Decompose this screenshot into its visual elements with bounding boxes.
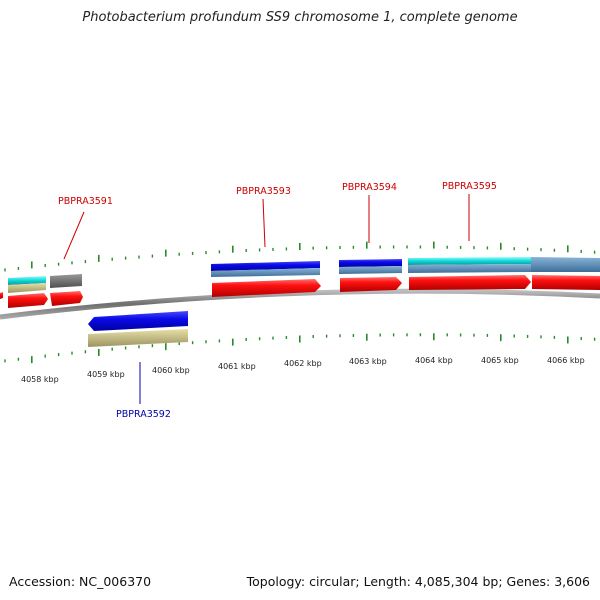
feature-bar[interactable] bbox=[339, 259, 402, 267]
scale-label: 4062 kbp bbox=[284, 359, 322, 368]
outer-tick-marks bbox=[4, 241, 596, 272]
inner-tick-marks bbox=[4, 333, 596, 364]
gene-callouts: PBPRA3591 PBPRA3592 PBPRA3593 PBPRA3594 … bbox=[58, 181, 497, 420]
gene-arrow-forward[interactable] bbox=[212, 279, 321, 297]
gene-label-pbpra3591[interactable]: PBPRA3591 bbox=[58, 196, 113, 207]
gene-label-pbpra3595[interactable]: PBPRA3595 bbox=[442, 181, 497, 192]
gene-arrow-forward[interactable] bbox=[532, 275, 600, 290]
forward-gene-arrows bbox=[0, 275, 600, 308]
scale-label: 4064 kbp bbox=[415, 356, 453, 365]
scale-label: 4060 kbp bbox=[152, 366, 190, 375]
feature-bar[interactable] bbox=[50, 274, 82, 288]
gene-arrow-forward[interactable] bbox=[0, 292, 3, 299]
gene-arrow-forward[interactable] bbox=[340, 277, 402, 292]
forward-feature-bars bbox=[8, 257, 600, 293]
gene-label-pbpra3594[interactable]: PBPRA3594 bbox=[342, 182, 397, 193]
scale-label: 4059 kbp bbox=[87, 370, 125, 379]
feature-bar[interactable] bbox=[408, 257, 531, 265]
chromosome-backbone bbox=[0, 288, 600, 320]
gene-label-pbpra3593[interactable]: PBPRA3593 bbox=[236, 186, 291, 197]
scale-label: 4061 kbp bbox=[218, 362, 256, 371]
feature-bar[interactable] bbox=[531, 257, 600, 272]
feature-bar[interactable] bbox=[211, 268, 320, 277]
callout-line bbox=[63, 211, 85, 260]
feature-bar[interactable] bbox=[8, 276, 46, 285]
callout-line bbox=[262, 198, 266, 248]
gene-label-pbpra3592[interactable]: PBPRA3592 bbox=[116, 409, 171, 420]
feature-bar[interactable] bbox=[8, 283, 46, 293]
gene-arrow-forward[interactable] bbox=[8, 293, 48, 308]
feature-bar[interactable] bbox=[339, 266, 402, 274]
scale-label: 4066 kbp bbox=[547, 356, 585, 365]
gene-arrow-reverse[interactable] bbox=[88, 311, 188, 331]
scale-label: 4065 kbp bbox=[481, 356, 519, 365]
reverse-feature-bars bbox=[88, 311, 188, 347]
scale-label: 4058 kbp bbox=[21, 375, 59, 384]
gene-arrow-forward[interactable] bbox=[409, 275, 531, 290]
scale-labels: 4058 kbp 4059 kbp 4060 kbp 4061 kbp 4062 kbp… bbox=[21, 356, 585, 384]
feature-bar[interactable] bbox=[408, 264, 531, 273]
genome-summary-text: Topology: circular; Length: 4,085,304 bp… bbox=[246, 574, 590, 589]
feature-bar[interactable] bbox=[88, 329, 188, 347]
gene-arrow-forward[interactable] bbox=[50, 291, 83, 306]
map-title: Photobacterium profundum SS9 chromosome … bbox=[82, 10, 518, 25]
accession-text: Accession: NC_006370 bbox=[9, 574, 152, 589]
feature-bar[interactable] bbox=[211, 261, 320, 271]
scale-label: 4063 kbp bbox=[349, 357, 387, 366]
